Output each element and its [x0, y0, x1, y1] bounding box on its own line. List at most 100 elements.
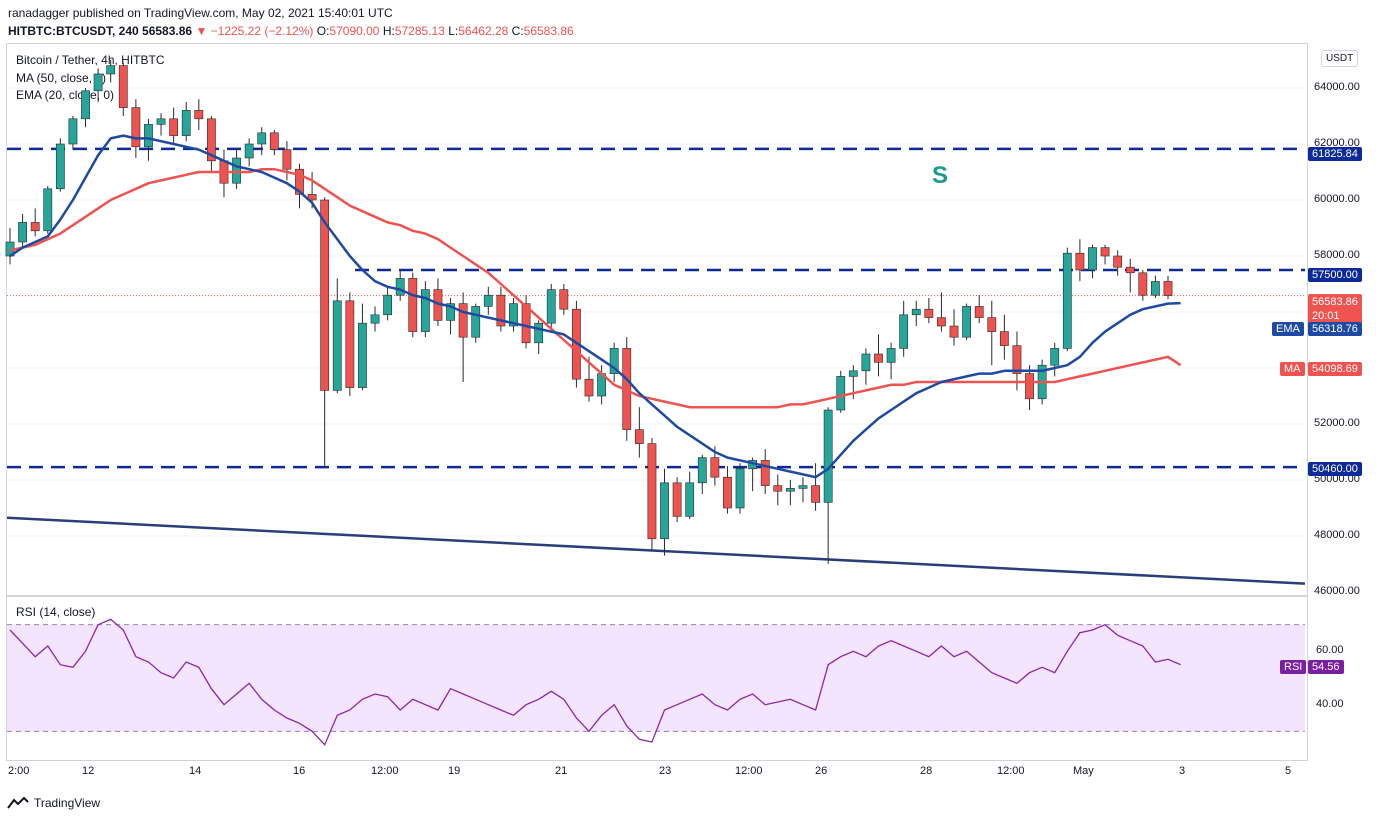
candle-body [723, 476, 732, 509]
candle-body [861, 353, 871, 372]
candle-body [999, 331, 1009, 346]
candle-body [446, 303, 455, 321]
candle-body [786, 488, 795, 492]
time-axis-tick: 28 [920, 765, 933, 777]
candle-body [483, 294, 493, 307]
candle-body [672, 482, 682, 517]
time-axis-tick: 12:00 [997, 765, 1025, 777]
footer-brand[interactable]: TradingView [6, 796, 100, 810]
time-axis-tick: 16 [293, 765, 306, 777]
candle-body [798, 485, 808, 489]
price-change: ▼ −1225.22 (−2.12%) [195, 24, 314, 38]
tag-ma-name: MA [1280, 362, 1305, 376]
time-axis-tick: 12:00 [371, 765, 399, 777]
time-axis-tick: 14 [189, 765, 202, 777]
time-axis-tick: 2:00 [8, 765, 30, 777]
candle-body [1012, 345, 1022, 374]
candle-body [836, 376, 846, 411]
candle-body [320, 199, 330, 391]
candle-body [911, 308, 921, 316]
candle-body [735, 468, 745, 509]
price-axis-tick: 58000.00 [1314, 249, 1360, 261]
close-label: C: [511, 24, 524, 38]
currency-badge[interactable]: USDT [1321, 50, 1359, 67]
candle-body [1100, 247, 1110, 257]
candle-body [949, 325, 959, 338]
candle-body [874, 353, 883, 363]
candle-body [269, 132, 279, 150]
candle-body [1125, 266, 1135, 274]
time-axis-tick: 12:00 [735, 765, 763, 777]
time-axis-tick: May [1073, 765, 1094, 777]
low-value: 56462.28 [458, 24, 509, 38]
candle-body [1025, 373, 1034, 400]
tag-ema-value: 56318.76 [1308, 322, 1362, 336]
candle-body [937, 317, 946, 327]
candle-body [521, 303, 531, 344]
candle-body [156, 118, 166, 125]
candle-body [660, 482, 669, 540]
candle-body [144, 124, 153, 148]
low-label: L: [448, 24, 459, 38]
candle-body [131, 107, 141, 148]
support-annotation-s: S [932, 162, 949, 189]
candle-body [823, 409, 833, 503]
time-axis-tick: 21 [555, 765, 568, 777]
high-value: 57285.13 [394, 24, 445, 38]
symbol: HITBTC:BTCUSDT, 240 [8, 24, 139, 38]
candle-body [207, 118, 216, 162]
candle-body [886, 348, 896, 363]
time-axis-tick: 26 [815, 765, 828, 777]
price-axis-tick: 52000.00 [1314, 417, 1360, 429]
candle-body [710, 457, 720, 478]
candle-body [332, 300, 342, 391]
price-axis-tick: 50000.00 [1314, 473, 1360, 485]
candle-body [55, 143, 65, 190]
time-axis-tick: 3 [1179, 765, 1186, 777]
candle-body [773, 485, 783, 492]
rsi-band [7, 624, 1305, 732]
candle-body [43, 188, 53, 232]
candle-body [18, 222, 27, 243]
candle-body [811, 485, 820, 503]
candle-body [1062, 252, 1072, 349]
candle-body [546, 289, 556, 324]
candle-body [559, 289, 569, 310]
tag-rsi-value: 54.56 [1308, 660, 1344, 674]
price-axis-tick: 48000.00 [1314, 529, 1360, 541]
candle-body [244, 143, 254, 159]
candle-body [685, 482, 695, 517]
descending-trendline [6, 516, 1306, 585]
legend-ma[interactable]: MA (50, close, 0) [16, 71, 107, 85]
price-axis-tick: 60000.00 [1314, 193, 1360, 205]
candle-body [496, 294, 506, 327]
rsi-line [9, 618, 1181, 746]
candle-body [647, 443, 657, 540]
candle-body [987, 317, 997, 332]
price-axis-tick: 64000.00 [1314, 81, 1360, 93]
candle-body [509, 303, 518, 327]
ema20-line [9, 134, 1181, 479]
rsi-axis-tick: 60.00 [1316, 644, 1344, 657]
ma50-line [9, 167, 1182, 409]
candle-body [471, 306, 481, 338]
candle-body [634, 429, 644, 444]
legend-rsi[interactable]: RSI (14, close) [16, 605, 96, 619]
candle-body [358, 322, 367, 388]
tag-ma-value: 54098.69 [1308, 362, 1362, 376]
candle-body [1050, 348, 1060, 366]
rsi-pane[interactable] [6, 596, 1308, 761]
open-value: 57090.00 [329, 24, 380, 38]
tag-resistance-61825: 61825.84 [1308, 147, 1362, 161]
high-label: H: [382, 24, 395, 38]
last-price: 56583.86 [142, 24, 193, 38]
price-axis-tick: 62000.00 [1314, 137, 1360, 149]
symbol-ohlc-line: HITBTC:BTCUSDT, 240 56583.86 ▼ −1225.22 … [8, 24, 574, 38]
tag-support-50460: 50460.00 [1308, 462, 1362, 476]
candle-body [383, 294, 392, 316]
candle-body [697, 457, 707, 484]
rsi-axis-tick: 40.00 [1316, 697, 1344, 710]
candle-body [181, 110, 191, 136]
price-pane[interactable] [6, 43, 1308, 596]
